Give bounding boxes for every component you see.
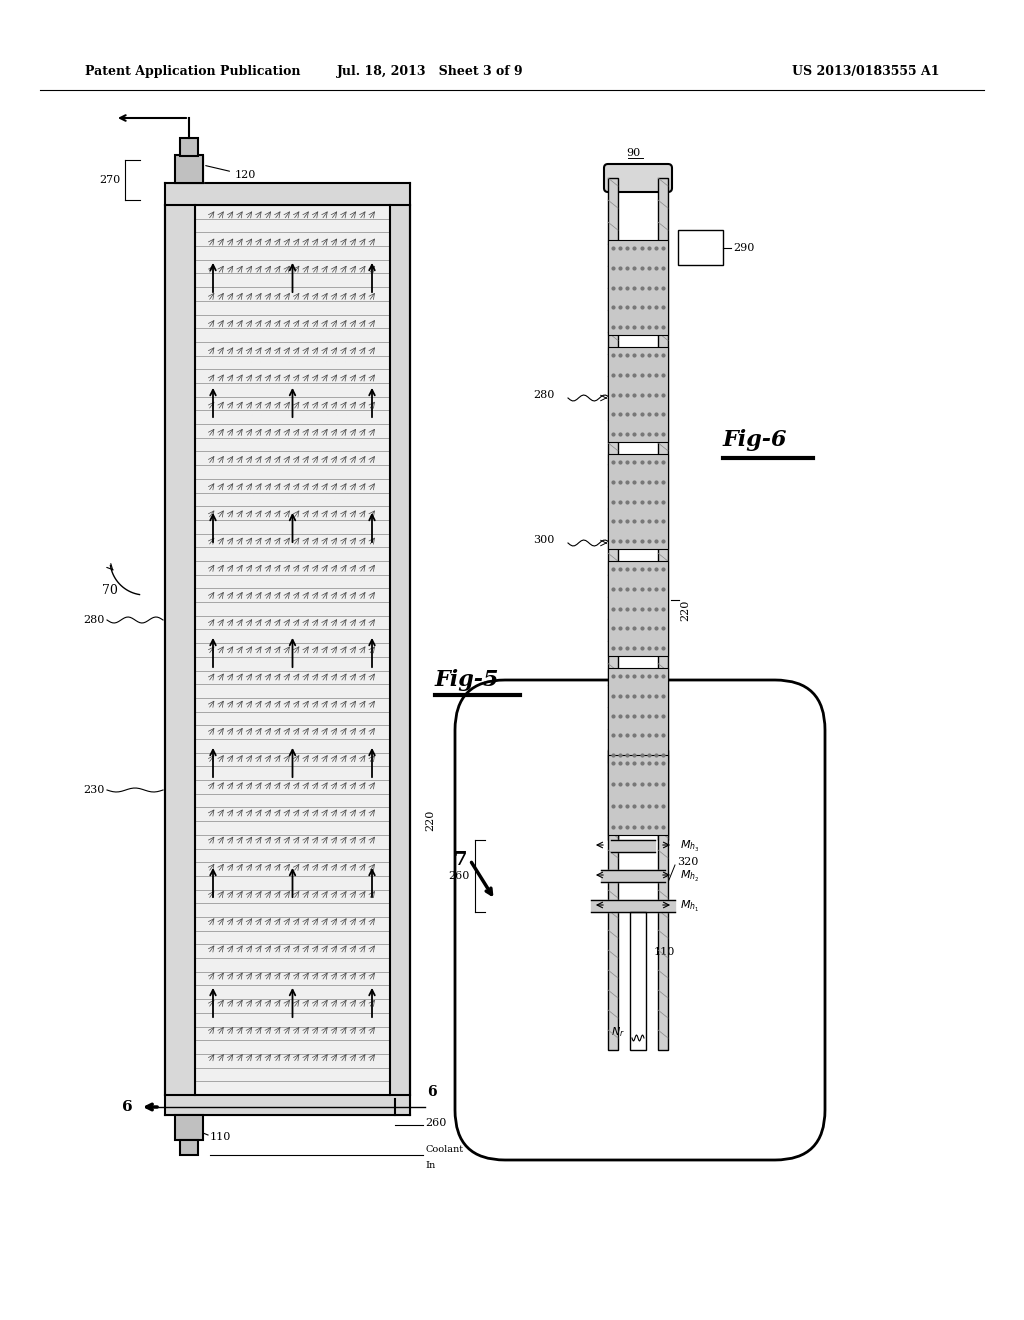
- Text: 7: 7: [454, 851, 467, 869]
- Text: 90: 90: [626, 148, 640, 158]
- Text: 300: 300: [534, 535, 554, 545]
- Bar: [608, 178, 618, 840]
- Text: Patent Application Publication: Patent Application Publication: [85, 66, 300, 78]
- Bar: [180, 1140, 198, 1155]
- Text: 260: 260: [449, 871, 470, 880]
- Text: Jul. 18, 2013   Sheet 3 of 9: Jul. 18, 2013 Sheet 3 of 9: [337, 66, 523, 78]
- Text: 110: 110: [210, 1133, 231, 1142]
- Text: $M_{h_1}$: $M_{h_1}$: [680, 899, 699, 913]
- Bar: [608, 347, 668, 442]
- Text: 270: 270: [98, 176, 120, 185]
- Text: 120: 120: [206, 165, 256, 180]
- Bar: [608, 454, 668, 549]
- Bar: [608, 755, 668, 836]
- Text: $M_{h_2}$: $M_{h_2}$: [680, 869, 699, 883]
- Text: 230: 230: [84, 785, 105, 795]
- Text: 220: 220: [680, 599, 690, 620]
- Text: Coolant: Coolant: [425, 1146, 463, 1155]
- Bar: [180, 139, 198, 156]
- Text: 260: 260: [425, 1118, 446, 1129]
- Text: 280: 280: [534, 389, 554, 400]
- Bar: [608, 668, 668, 763]
- Text: $N_r$: $N_r$: [611, 1026, 625, 1039]
- FancyBboxPatch shape: [604, 164, 672, 191]
- Bar: [608, 240, 668, 335]
- Bar: [608, 750, 618, 1049]
- Bar: [630, 912, 646, 1049]
- Text: 70: 70: [102, 583, 118, 597]
- FancyBboxPatch shape: [455, 680, 825, 1160]
- Text: 280: 280: [84, 615, 105, 624]
- Text: 320: 320: [677, 857, 698, 867]
- Bar: [678, 230, 723, 265]
- Bar: [608, 561, 668, 656]
- Bar: [175, 1115, 203, 1140]
- Text: 110: 110: [654, 946, 676, 957]
- Bar: [175, 154, 203, 183]
- Text: 220: 220: [425, 809, 435, 830]
- Bar: [658, 750, 668, 1049]
- Text: In: In: [425, 1160, 435, 1170]
- Bar: [658, 178, 668, 840]
- Text: US 2013/0183555 A1: US 2013/0183555 A1: [793, 66, 940, 78]
- Text: 6: 6: [122, 1100, 132, 1114]
- Text: Fig-5: Fig-5: [435, 669, 500, 690]
- Text: 290: 290: [733, 243, 755, 253]
- Text: $M_{h_3}$: $M_{h_3}$: [680, 838, 699, 854]
- Text: 6: 6: [427, 1085, 437, 1100]
- Text: Fig-6: Fig-6: [723, 429, 787, 451]
